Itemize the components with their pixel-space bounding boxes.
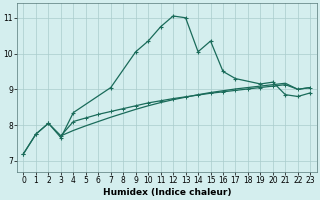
X-axis label: Humidex (Indice chaleur): Humidex (Indice chaleur) bbox=[103, 188, 231, 197]
